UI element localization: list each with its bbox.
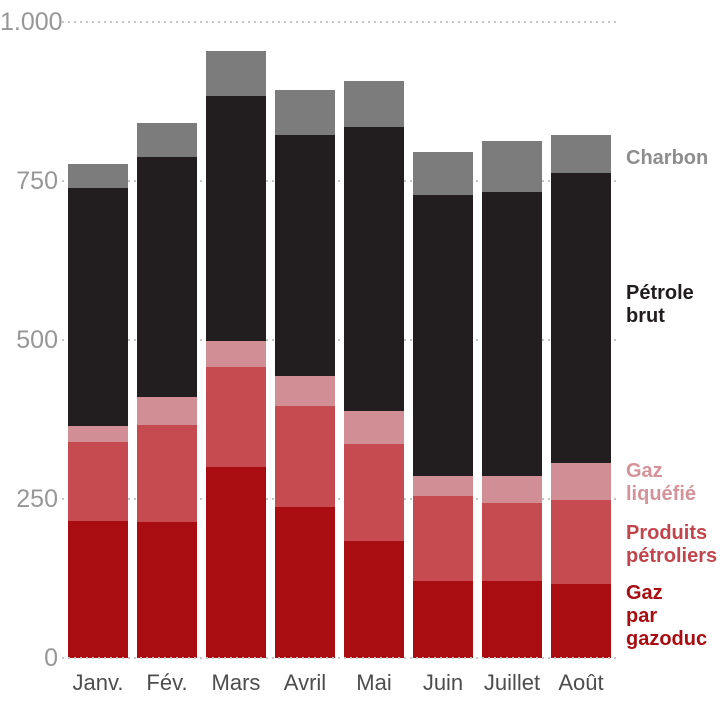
bar-segment-mars-gaz-par-gazoduc [206, 467, 266, 658]
gridline-250 [62, 498, 616, 500]
gridline-500 [62, 339, 616, 341]
x-tick-label-juin: Juin [422, 670, 464, 695]
x-tick-label-aot: Août [558, 670, 604, 695]
gridline-750 [62, 180, 616, 182]
bar-segment-juin-gaz-par-gazoduc [413, 581, 473, 658]
legend-item-charbon: Charbon [626, 147, 709, 169]
bar-segment-aot-gaz-liquéfié [551, 463, 611, 501]
bar-segment-aot-gaz-par-gazoduc [551, 584, 611, 658]
legend-item-gaz-par-gazoduc: Gaz par gazoduc [626, 582, 708, 650]
bar-segment-fv-produits-pétroliers [137, 425, 197, 522]
x-tick-label-mars: Mars [211, 670, 261, 695]
x-tick-label-janv: Janv. [72, 670, 124, 695]
bar-segment-mai-pétrole-brut [344, 126, 404, 412]
bar-segment-avril-gaz-par-gazoduc [275, 507, 335, 658]
x-tick-label-juillet: Juillet [483, 670, 541, 695]
bar-segment-avril-pétrole-brut [275, 134, 335, 377]
legend-item-pétrole-brut: Pétrole brut [626, 282, 694, 327]
x-tick-label-mai: Mai [356, 670, 392, 695]
bar-segment-avril-charbon [275, 90, 335, 135]
bar-segment-juillet-gaz-liquéfié [482, 476, 542, 504]
bar-segment-juillet-gaz-par-gazoduc [482, 581, 542, 658]
gridline-1000 [62, 21, 616, 23]
bar-segment-fv-charbon [137, 123, 197, 158]
y-tick-label-1000: 1.000 [0, 8, 63, 36]
bar-segment-janv-gaz-par-gazoduc [68, 521, 128, 658]
bar-segment-fv-gaz-par-gazoduc [137, 521, 197, 658]
x-tick-label-avril: Avril [283, 670, 327, 695]
bar-segment-juillet-pétrole-brut [482, 191, 542, 477]
y-tick-label-750: 750 [16, 167, 58, 195]
bar-segment-mars-gaz-liquéfié [206, 341, 266, 367]
bar-segment-mai-charbon [344, 81, 404, 127]
bar-segment-janv-charbon [68, 163, 128, 188]
y-tick-label-0: 0 [44, 644, 58, 672]
y-tick-label-500: 500 [16, 326, 58, 354]
bar-segment-janv-gaz-liquéfié [68, 426, 128, 443]
bar-segment-juin-charbon [413, 151, 473, 195]
bar-segment-janv-produits-pétroliers [68, 442, 128, 522]
legend-item-produits-pétroliers: Produits pétroliers [626, 522, 718, 567]
bar-segment-aot-produits-pétroliers [551, 500, 611, 585]
gridline-0 [62, 657, 616, 659]
bar-segment-aot-pétrole-brut [551, 172, 611, 464]
bar-segment-mars-charbon [206, 51, 266, 96]
bar-segment-avril-produits-pétroliers [275, 406, 335, 508]
bar-segment-juillet-charbon [482, 140, 542, 192]
bar-segment-janv-pétrole-brut [68, 187, 128, 427]
bar-segment-aot-charbon [551, 134, 611, 173]
bar-segment-juillet-produits-pétroliers [482, 503, 542, 582]
bar-segment-mai-produits-pétroliers [344, 444, 404, 541]
bar-segment-fv-pétrole-brut [137, 157, 197, 397]
x-tick-label-fv: Fév. [146, 670, 188, 695]
bar-segment-mai-gaz-liquéfié [344, 411, 404, 445]
y-tick-label-250: 250 [16, 485, 58, 513]
bar-segment-mars-produits-pétroliers [206, 366, 266, 468]
bar-segment-mars-pétrole-brut [206, 95, 266, 342]
bar-segment-fv-gaz-liquéfié [137, 396, 197, 426]
legend-item-gaz-liquéfié: Gaz liquéfié [626, 460, 697, 505]
bar-segment-avril-gaz-liquéfié [275, 376, 335, 407]
bar-segment-juin-produits-pétroliers [413, 496, 473, 582]
bar-segment-juin-gaz-liquéfié [413, 476, 473, 497]
bar-segment-mai-gaz-par-gazoduc [344, 540, 404, 658]
bar-segment-juin-pétrole-brut [413, 194, 473, 477]
